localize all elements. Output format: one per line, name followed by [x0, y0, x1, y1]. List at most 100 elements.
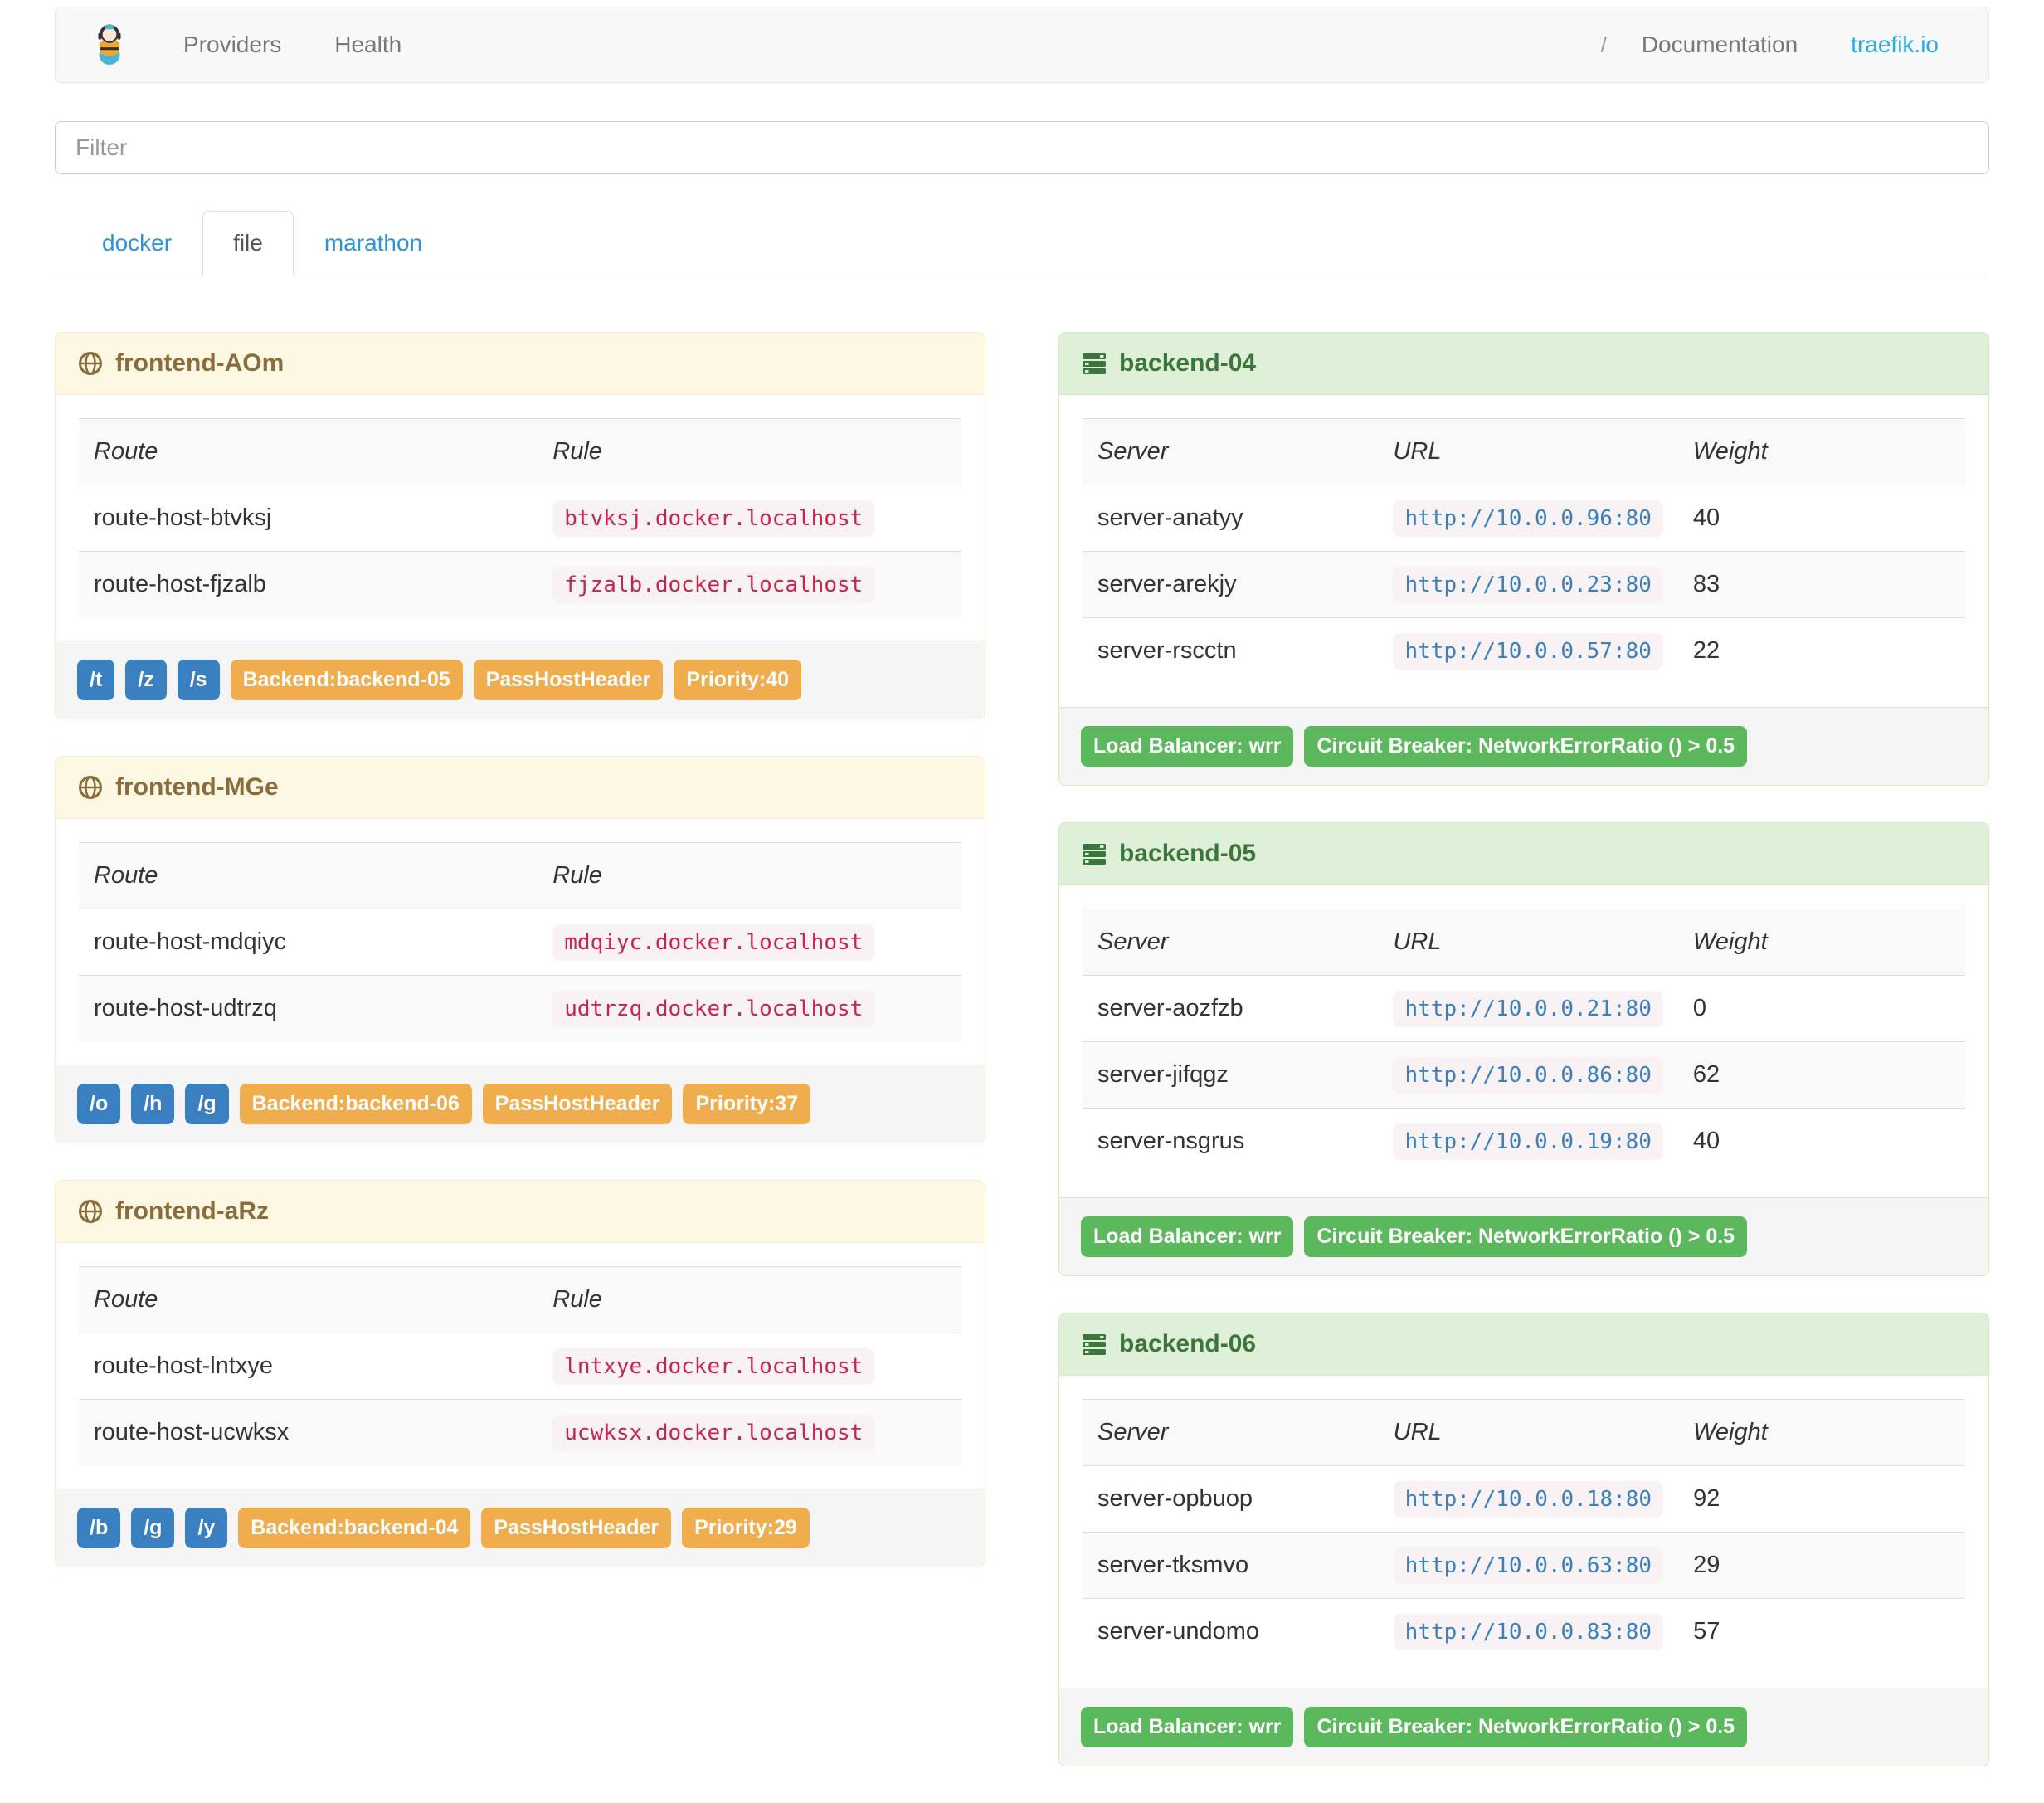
panel-body: Route Rule route-host-mdqiyc mdqiyc.dock… — [56, 819, 985, 1065]
backend-panel: backend-04 Server URL Weight server-anat… — [1058, 332, 1989, 786]
backend-config-badge: Load Balancer: wrr — [1081, 726, 1294, 767]
backend-config-badge: Load Balancer: wrr — [1081, 1707, 1294, 1747]
server-name: server-arekjy — [1097, 571, 1237, 597]
nav-link-documentation[interactable]: Documentation — [1641, 32, 1798, 57]
panel-body: Route Rule route-host-lntxye lntxye.dock… — [56, 1243, 985, 1489]
frontends-column: frontend-AOm Route Rule route-host-btvks… — [55, 332, 986, 1604]
column-header-server: Server — [1097, 928, 1169, 955]
table-row: route-host-fjzalb fjzalb.docker.localhos… — [79, 551, 961, 617]
server-weight: 92 — [1693, 1485, 1720, 1512]
traefik-mascot-icon — [90, 24, 129, 66]
server-name: server-rscctn — [1097, 637, 1237, 664]
frontend-panel: frontend-MGe Route Rule route-host-mdqiy… — [55, 756, 986, 1143]
entrypoint-badge: /z — [125, 660, 167, 700]
tabs: docker file marathon — [55, 211, 1989, 275]
panel-footer: Load Balancer: wrr Circuit Breaker: Netwo… — [1059, 1197, 1988, 1275]
server-url-code: http://10.0.0.83:80 — [1393, 1614, 1664, 1650]
route-name: route-host-ucwksx — [94, 1419, 290, 1445]
routes-table: Route Rule route-host-mdqiyc mdqiyc.dock… — [79, 842, 961, 1041]
panel-footer: Load Balancer: wrr Circuit Breaker: Netwo… — [1059, 1688, 1988, 1766]
panel-footer: Load Balancer: wrr Circuit Breaker: Netwo… — [1059, 707, 1988, 785]
frontend-config-badge: PassHostHeader — [481, 1508, 672, 1548]
server-weight: 83 — [1692, 571, 1720, 597]
server-tasks-icon — [1081, 350, 1107, 377]
server-url-code: http://10.0.0.23:80 — [1393, 567, 1663, 603]
table-header-row: Server URL Weight — [1083, 1399, 1965, 1466]
entrypoint-badge: /b — [77, 1508, 121, 1548]
server-weight: 0 — [1692, 995, 1707, 1021]
tab-marathon[interactable]: marathon — [324, 230, 423, 256]
tab-docker[interactable]: docker — [102, 230, 173, 256]
nav-link-health[interactable]: Health — [334, 32, 402, 57]
route-name: route-host-udtrzq — [94, 995, 277, 1021]
frontend-config-badge: Priority:29 — [682, 1508, 810, 1548]
backends-column: backend-04 Server URL Weight server-anat… — [1058, 332, 1989, 1803]
table-row: route-host-btvksj btvksj.docker.localhos… — [79, 485, 961, 552]
server-weight: 40 — [1692, 1128, 1720, 1154]
column-header-route: Route — [94, 438, 158, 465]
server-url-code: http://10.0.0.19:80 — [1393, 1123, 1663, 1160]
column-header-route: Route — [94, 1286, 158, 1313]
server-tasks-icon — [1081, 841, 1107, 867]
frontend-panel: frontend-AOm Route Rule route-host-btvks… — [55, 332, 986, 719]
table-row: server-rscctn http://10.0.0.57:80 22 — [1083, 617, 1965, 685]
backend-config-badge: Circuit Breaker: NetworkErrorRatio () > … — [1304, 1707, 1748, 1747]
navbar: Providers Health / Documentation traefik… — [55, 7, 1989, 83]
table-row: server-nsgrus http://10.0.0.19:80 40 — [1083, 1108, 1965, 1175]
table-row: server-opbuop http://10.0.0.18:80 92 — [1083, 1465, 1965, 1533]
column-header-rule: Rule — [552, 862, 602, 889]
table-row: server-tksmvo http://10.0.0.63:80 29 — [1083, 1532, 1965, 1599]
filter-input[interactable] — [55, 121, 1989, 174]
panel-title: backend-05 — [1119, 840, 1257, 867]
table-row: server-aozfzb http://10.0.0.21:80 0 — [1083, 975, 1965, 1042]
navbar-divider: / — [1600, 32, 1607, 57]
servers-table: Server URL Weight server-aozfzb http://1… — [1083, 909, 1965, 1174]
frontend-config-badge: Backend:backend-04 — [238, 1508, 471, 1548]
rule-code: btvksj.docker.localhost — [552, 500, 875, 537]
panel-body: Server URL Weight server-aozfzb http://1… — [1059, 885, 1988, 1197]
panel-footer: /b/g/y Backend:backend-04 PassHostHeader Pr… — [56, 1489, 985, 1567]
server-name: server-aozfzb — [1097, 995, 1243, 1021]
frontend-config-badge: PassHostHeader — [473, 660, 664, 700]
globe-icon — [77, 774, 104, 801]
backend-panel-heading: backend-06 — [1059, 1313, 1988, 1376]
server-weight: 57 — [1693, 1618, 1720, 1645]
server-weight: 40 — [1692, 504, 1720, 531]
globe-icon — [77, 350, 104, 377]
server-weight: 62 — [1692, 1061, 1720, 1088]
entrypoint-badge: /y — [185, 1508, 228, 1548]
rule-code: mdqiyc.docker.localhost — [552, 924, 875, 961]
rule-code: lntxye.docker.localhost — [552, 1348, 875, 1385]
rule-code: ucwksx.docker.localhost — [552, 1415, 875, 1451]
table-row: server-jifqgz http://10.0.0.86:80 62 — [1083, 1041, 1965, 1109]
entrypoint-badge: /g — [131, 1508, 175, 1548]
globe-icon — [77, 1198, 104, 1225]
panel-title: frontend-MGe — [115, 773, 279, 801]
nav-link-providers[interactable]: Providers — [183, 32, 282, 57]
column-header-rule: Rule — [552, 1286, 602, 1313]
tab-file[interactable]: file — [202, 211, 294, 275]
server-name: server-opbuop — [1097, 1485, 1253, 1512]
backend-config-badge: Circuit Breaker: NetworkErrorRatio () > … — [1304, 726, 1748, 767]
panel-footer: /t/z/s Backend:backend-05 PassHostHeader Pr… — [56, 641, 985, 719]
route-name: route-host-fjzalb — [94, 571, 266, 597]
table-row: route-host-lntxye lntxye.docker.localhos… — [79, 1333, 961, 1400]
table-row: server-anatyy http://10.0.0.96:80 40 — [1083, 485, 1965, 552]
panel-body: Route Rule route-host-btvksj btvksj.dock… — [56, 395, 985, 641]
column-header-weight: Weight — [1692, 438, 1768, 465]
frontend-panel-heading: frontend-MGe — [56, 757, 985, 819]
frontend-panel-heading: frontend-AOm — [56, 333, 985, 395]
column-header-route: Route — [94, 862, 158, 889]
entrypoint-badge: /t — [77, 660, 115, 700]
backend-panel: backend-05 Server URL Weight server-aozf… — [1058, 822, 1989, 1276]
panel-title: frontend-aRz — [115, 1197, 269, 1225]
nav-link-traefik-io[interactable]: traefik.io — [1851, 32, 1939, 57]
provider-content: frontend-AOm Route Rule route-host-btvks… — [55, 332, 1989, 1803]
panel-title: frontend-AOm — [115, 349, 285, 377]
route-name: route-host-lntxye — [94, 1352, 273, 1379]
servers-table: Server URL Weight server-anatyy http://1… — [1083, 418, 1965, 684]
server-weight: 29 — [1693, 1552, 1720, 1578]
traefik-logo[interactable] — [90, 24, 129, 66]
panel-title: backend-06 — [1119, 1330, 1257, 1357]
table-header-row: Route Rule — [79, 1266, 961, 1333]
